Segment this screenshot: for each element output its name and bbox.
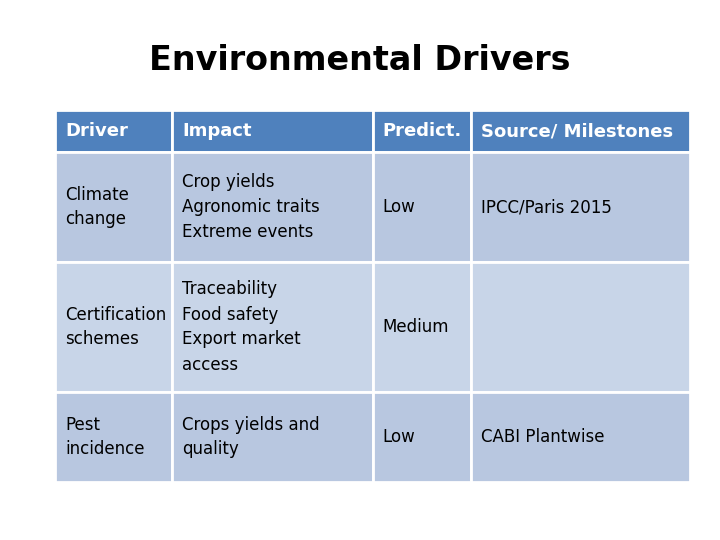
Text: Traceability
Food safety
Export market
access: Traceability Food safety Export market a…	[182, 280, 301, 374]
Text: Low: Low	[382, 428, 415, 446]
Text: Environmental Drivers: Environmental Drivers	[149, 44, 571, 77]
Text: Low: Low	[382, 198, 415, 216]
Text: Predict.: Predict.	[382, 122, 462, 140]
Text: Source/ Milestones: Source/ Milestones	[481, 122, 673, 140]
Text: CABI Plantwise: CABI Plantwise	[481, 428, 604, 446]
Text: Certification
schemes: Certification schemes	[65, 306, 166, 348]
Text: Crop yields
Agronomic traits
Extreme events: Crop yields Agronomic traits Extreme eve…	[182, 173, 320, 241]
Text: Impact: Impact	[182, 122, 252, 140]
Text: Pest
incidence: Pest incidence	[65, 415, 145, 458]
Text: Crops yields and
quality: Crops yields and quality	[182, 415, 320, 458]
Text: Driver: Driver	[65, 122, 128, 140]
Text: IPCC/Paris 2015: IPCC/Paris 2015	[481, 198, 612, 216]
Text: Medium: Medium	[382, 318, 449, 336]
Text: Climate
change: Climate change	[65, 186, 129, 228]
